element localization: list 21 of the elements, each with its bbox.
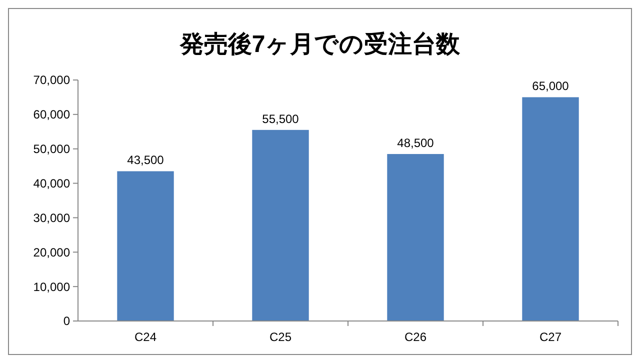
y-tick-label: 50,000 xyxy=(33,142,70,156)
data-label: 43,500 xyxy=(127,153,164,168)
chart-title: 発売後7ヶ月での受注台数 xyxy=(178,31,462,58)
data-label: 55,500 xyxy=(262,112,300,126)
bar xyxy=(252,130,309,321)
x-tick-label: C27 xyxy=(539,330,562,344)
x-tick-label: C24 xyxy=(134,330,157,344)
y-tick-label: 40,000 xyxy=(33,176,70,190)
data-label: 48,500 xyxy=(397,136,434,150)
y-tick-label: 30,000 xyxy=(33,210,70,225)
x-tick-label: C25 xyxy=(269,330,292,344)
y-tick-label: 60,000 xyxy=(33,108,70,122)
x-tick-label: C26 xyxy=(404,330,427,344)
y-tick-label: 70,000 xyxy=(33,73,70,88)
y-tick-label: 20,000 xyxy=(33,245,70,260)
y-tick-label: 10,000 xyxy=(33,280,70,294)
bar xyxy=(117,171,174,321)
bar xyxy=(522,97,579,321)
y-tick-label: 0 xyxy=(63,314,70,328)
data-label: 65,000 xyxy=(532,79,570,94)
bar xyxy=(387,154,444,321)
